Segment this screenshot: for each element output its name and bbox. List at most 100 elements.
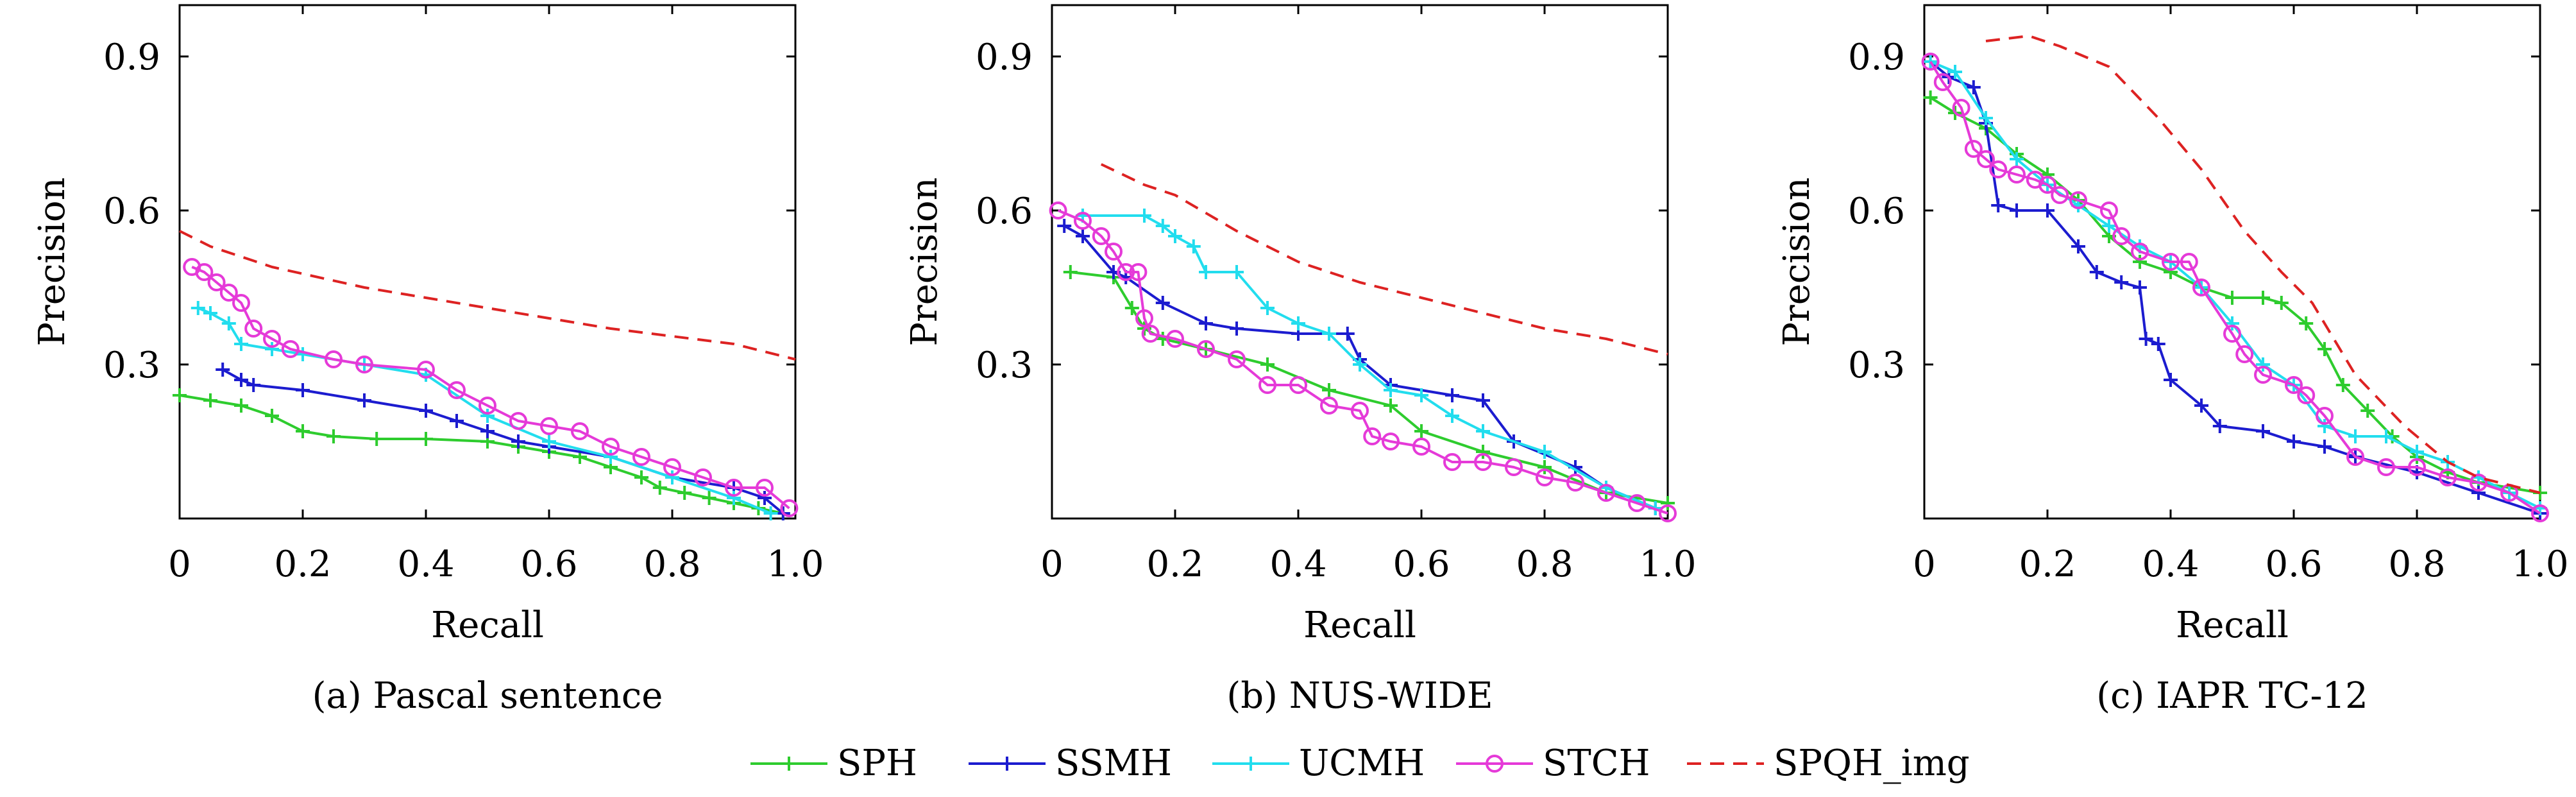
data-point: [1476, 393, 1490, 407]
data-point: [2346, 448, 2364, 466]
plot-frame: [1923, 4, 2541, 520]
chart-panel-2: 0 0.2 0.4 0.6 0.8 1.0 0.3 0.6 0.9 Recall Precision…: [904, 4, 1697, 717]
data-point: [2151, 337, 2165, 351]
data-point: [2348, 429, 2362, 443]
data-point: [1092, 227, 1110, 245]
data-point: [357, 393, 371, 407]
legend-marker: [1486, 755, 1504, 773]
data-point: [2256, 357, 2270, 372]
series-stch: [1921, 53, 2549, 522]
data-point: [1566, 474, 1584, 492]
data-point: [219, 284, 238, 302]
x-axis-label: Recall: [431, 604, 544, 646]
data-point: [1933, 73, 1952, 91]
data-point: [234, 337, 248, 351]
data-point: [325, 350, 343, 368]
data-point: [1129, 263, 1148, 281]
data-point: [1135, 309, 1153, 327]
data-point: [677, 486, 692, 500]
data-point: [480, 424, 495, 438]
y-axis-label: Precision: [31, 177, 73, 346]
data-point: [694, 468, 712, 486]
data-point: [2471, 486, 2486, 500]
y-tick-label: 0.9: [976, 37, 1033, 78]
series-line: [1929, 60, 2541, 510]
y-tick-label: 0.9: [1848, 37, 1905, 78]
data-point: [2254, 366, 2272, 384]
data-point: [2439, 468, 2457, 486]
series-stch: [1049, 201, 1677, 522]
data-point: [1228, 350, 1246, 368]
legend-item-ucmh: UCMH: [1212, 742, 1425, 784]
legend-label: SPQH_img: [1774, 742, 1970, 784]
x-tick-label: 0: [1913, 544, 1936, 585]
data-point: [2408, 458, 2426, 476]
y-axis-label: Precision: [904, 177, 945, 346]
subfigure-caption: (b) NUS-WIDE: [1226, 675, 1493, 717]
data-point: [1414, 388, 1428, 402]
data-point: [1155, 296, 1170, 310]
y-tick-label: 0.3: [103, 345, 160, 386]
subfigure-caption: (a) Pascal sentence: [312, 675, 663, 717]
data-point: [1199, 316, 1213, 330]
data-point: [203, 393, 217, 407]
x-tick-label: 0.8: [2388, 544, 2445, 585]
data-point: [2038, 176, 2056, 194]
data-point: [1661, 496, 1675, 510]
data-point: [195, 263, 214, 281]
data-point: [1991, 198, 2006, 212]
legend-item-stch: STCH: [1456, 742, 1650, 784]
plot-frame: [178, 4, 797, 520]
x-tick-label: 0.2: [2019, 544, 2076, 585]
y-tick-label: 0.6: [103, 191, 160, 232]
data-point: [1505, 458, 1523, 476]
data-point: [2316, 407, 2334, 425]
chart-panel-3: 0 0.2 0.4 0.6 0.8 1.0 0.3 0.6 0.9 Recall Precision…: [1776, 4, 2569, 717]
legend-label: STCH: [1543, 742, 1650, 784]
data-point: [419, 432, 433, 446]
x-tick-label: 0.6: [520, 544, 577, 585]
legend-item-sph: SPH: [750, 742, 917, 784]
data-point: [2225, 291, 2239, 305]
x-tick-label: 1.0: [767, 544, 824, 585]
series-line: [1929, 60, 2541, 515]
data-point: [2133, 255, 2147, 269]
data-point: [2071, 239, 2085, 253]
series-line: [198, 307, 772, 515]
data-point: [511, 434, 525, 449]
data-point: [450, 414, 464, 428]
x-axis-label: Recall: [1303, 604, 1416, 646]
y-tick-label: 0.6: [976, 191, 1033, 232]
data-point: [1445, 409, 1459, 423]
legend-item-spqh-img: SPQH_img: [1687, 742, 1970, 784]
series-line: [1057, 209, 1668, 515]
data-point: [509, 412, 527, 430]
data-point: [1063, 265, 1078, 279]
data-point: [417, 361, 435, 379]
data-point: [1474, 453, 1492, 471]
data-point: [1105, 243, 1123, 261]
y-tick-label: 0.3: [1848, 345, 1905, 386]
series-ucmh: [1076, 209, 1663, 515]
x-tick-label: 0.2: [1146, 544, 1203, 585]
data-point: [602, 438, 620, 456]
legend-marker: [1244, 757, 1258, 771]
data-point: [634, 470, 648, 484]
data-point: [216, 363, 230, 377]
data-point: [2194, 398, 2208, 413]
series-spqh-img: [1100, 163, 1668, 356]
x-tick-label: 1.0: [1639, 544, 1696, 585]
series-spqh-img: [1985, 35, 2541, 494]
data-point: [1476, 424, 1490, 438]
data-point: [1628, 494, 1646, 512]
data-point: [1168, 229, 1182, 243]
data-point: [1948, 65, 1962, 79]
data-point: [2274, 296, 2289, 310]
data-point: [632, 448, 650, 466]
data-point: [1155, 219, 1170, 233]
data-point: [2133, 280, 2147, 295]
data-point: [191, 301, 205, 315]
data-point: [480, 409, 495, 423]
data-point: [1966, 80, 1981, 94]
x-tick-label: 0: [168, 544, 191, 585]
